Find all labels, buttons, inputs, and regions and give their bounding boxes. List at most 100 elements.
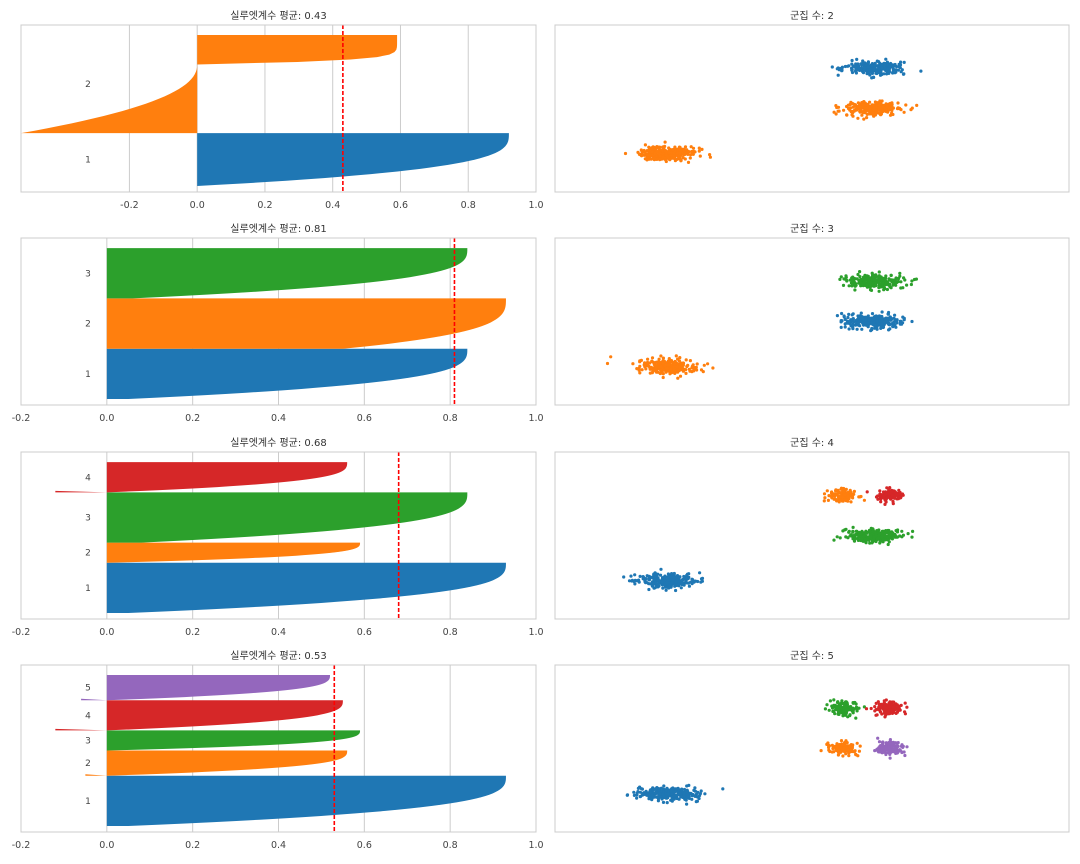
silhouette-panel: 1 2 -0.2 0.0 0.2 0.4 0.6 0.8 1.0 실루엣계수 평균: 0.43 bbox=[20, 10, 544, 211]
scatter-point bbox=[660, 371, 665, 375]
scatter-point bbox=[654, 572, 658, 576]
scatter-point bbox=[904, 103, 908, 107]
scatter-point bbox=[845, 104, 849, 109]
scatter-point bbox=[880, 702, 884, 707]
scatter-point bbox=[684, 358, 688, 362]
scatter-point bbox=[870, 71, 874, 75]
scatter-point bbox=[885, 281, 890, 285]
scatter-point bbox=[661, 145, 665, 149]
scatter-point bbox=[857, 538, 861, 542]
scatter-point bbox=[671, 148, 675, 152]
scatter-point bbox=[669, 789, 674, 794]
silhouette-band bbox=[106, 730, 361, 751]
scatter-point bbox=[678, 151, 682, 155]
scatter-point bbox=[843, 317, 847, 322]
scatter-point bbox=[845, 321, 849, 325]
scatter-point bbox=[860, 281, 864, 285]
scatter-point bbox=[835, 67, 839, 71]
scatter-point bbox=[647, 574, 651, 579]
scatter-point bbox=[680, 788, 684, 792]
scatter-point bbox=[888, 323, 892, 327]
scatter-point bbox=[890, 534, 895, 539]
scatter-point bbox=[909, 282, 914, 287]
scatter-point bbox=[877, 319, 881, 323]
scatter-point bbox=[866, 314, 870, 318]
scatter-point bbox=[880, 322, 884, 326]
scatter-point bbox=[687, 584, 692, 588]
scatter-point bbox=[683, 145, 688, 149]
panel-title: 실루엣계수 평균: 0.43 bbox=[230, 10, 326, 22]
scatter-point bbox=[895, 710, 900, 714]
scatter-point bbox=[861, 71, 866, 75]
scatter-point bbox=[834, 748, 838, 753]
scatter-point bbox=[647, 587, 651, 592]
scatter-point bbox=[875, 748, 880, 752]
cluster-label: 3 bbox=[85, 269, 91, 279]
scatter-point bbox=[830, 743, 835, 748]
scatter-point bbox=[865, 116, 869, 120]
scatter-point bbox=[697, 149, 701, 153]
scatter-point bbox=[887, 528, 891, 533]
scatter-point bbox=[856, 323, 860, 327]
scatter-point bbox=[872, 317, 877, 321]
scatter-point bbox=[665, 801, 669, 805]
scatter-point bbox=[873, 530, 877, 534]
scatter-point bbox=[896, 749, 900, 753]
scatter-point bbox=[879, 72, 883, 76]
cluster-points bbox=[605, 354, 715, 380]
scatter-point bbox=[870, 312, 875, 316]
scatter-point bbox=[653, 787, 658, 791]
scatter-point bbox=[851, 278, 855, 282]
scatter-point bbox=[687, 150, 691, 154]
scatter-point bbox=[834, 104, 838, 108]
x-tick-label: 0.8 bbox=[443, 413, 458, 424]
scatter-point bbox=[869, 534, 873, 538]
scatter-point bbox=[680, 578, 685, 582]
scatter-point bbox=[847, 327, 851, 331]
scatter-point bbox=[833, 712, 837, 716]
scatter-panel: 군집 수: 2 bbox=[554, 10, 1070, 193]
scatter-panel: 군집 수: 3 bbox=[554, 223, 1070, 406]
scatter-point bbox=[893, 746, 897, 750]
scatter-point bbox=[664, 588, 668, 592]
scatter-point bbox=[897, 706, 901, 710]
scatter-point bbox=[902, 276, 906, 280]
scatter-point bbox=[874, 495, 879, 499]
scatter-point bbox=[881, 496, 885, 500]
scatter-point bbox=[886, 312, 890, 316]
scatter-point bbox=[890, 742, 894, 746]
scatter-point bbox=[905, 283, 909, 287]
cluster-label: 5 bbox=[85, 684, 91, 694]
scatter-point bbox=[915, 103, 919, 107]
scatter-point bbox=[832, 538, 836, 542]
scatter-point bbox=[660, 580, 664, 584]
scatter-point bbox=[878, 99, 882, 103]
scatter-point bbox=[887, 328, 891, 332]
scatter-point bbox=[667, 146, 671, 150]
scatter-point bbox=[825, 489, 829, 493]
scatter-point bbox=[682, 583, 686, 587]
scatter-point bbox=[895, 530, 900, 534]
scatter-point bbox=[873, 61, 877, 65]
scatter-point bbox=[898, 271, 902, 275]
scatter-point bbox=[609, 355, 613, 359]
axes-frame bbox=[20, 237, 537, 406]
scatter-point bbox=[871, 538, 875, 542]
scatter-point bbox=[878, 539, 882, 544]
panel-title: 실루엣계수 평균: 0.81 bbox=[230, 223, 326, 235]
scatter-point bbox=[622, 575, 626, 579]
scatter-point bbox=[868, 283, 872, 287]
scatter-point bbox=[661, 586, 665, 590]
scatter-point bbox=[902, 750, 906, 754]
scatter-point bbox=[877, 111, 881, 115]
x-tick-label: 0.0 bbox=[190, 200, 205, 211]
scatter-point bbox=[823, 496, 827, 500]
panel-title: 실루엣계수 평균: 0.53 bbox=[230, 650, 326, 662]
scatter-point bbox=[899, 322, 904, 326]
scatter-point bbox=[876, 497, 880, 501]
scatter-point bbox=[691, 146, 696, 150]
scatter-point bbox=[625, 793, 630, 797]
scatter-point bbox=[636, 150, 640, 154]
cluster-label: 4 bbox=[85, 711, 91, 721]
scatter-point bbox=[883, 531, 887, 535]
